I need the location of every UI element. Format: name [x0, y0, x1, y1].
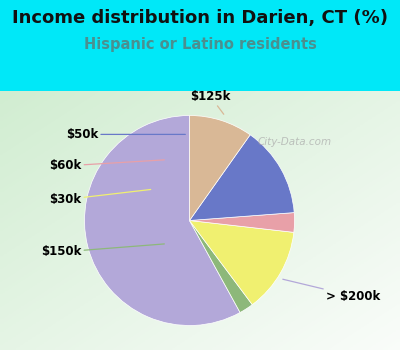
Wedge shape — [190, 116, 250, 220]
Wedge shape — [190, 220, 252, 313]
Text: > $200k: > $200k — [283, 279, 380, 303]
Text: $50k: $50k — [66, 128, 185, 141]
Wedge shape — [190, 135, 294, 220]
Text: $30k: $30k — [49, 189, 151, 206]
Text: $60k: $60k — [49, 159, 164, 173]
Wedge shape — [190, 220, 294, 304]
Text: Hispanic or Latino residents: Hispanic or Latino residents — [84, 37, 316, 52]
Text: $125k: $125k — [190, 90, 231, 114]
Text: City-Data.com: City-Data.com — [258, 137, 332, 147]
Text: $150k: $150k — [41, 244, 164, 259]
Wedge shape — [84, 116, 240, 326]
Text: Income distribution in Darien, CT (%): Income distribution in Darien, CT (%) — [12, 9, 388, 27]
Wedge shape — [190, 212, 294, 232]
